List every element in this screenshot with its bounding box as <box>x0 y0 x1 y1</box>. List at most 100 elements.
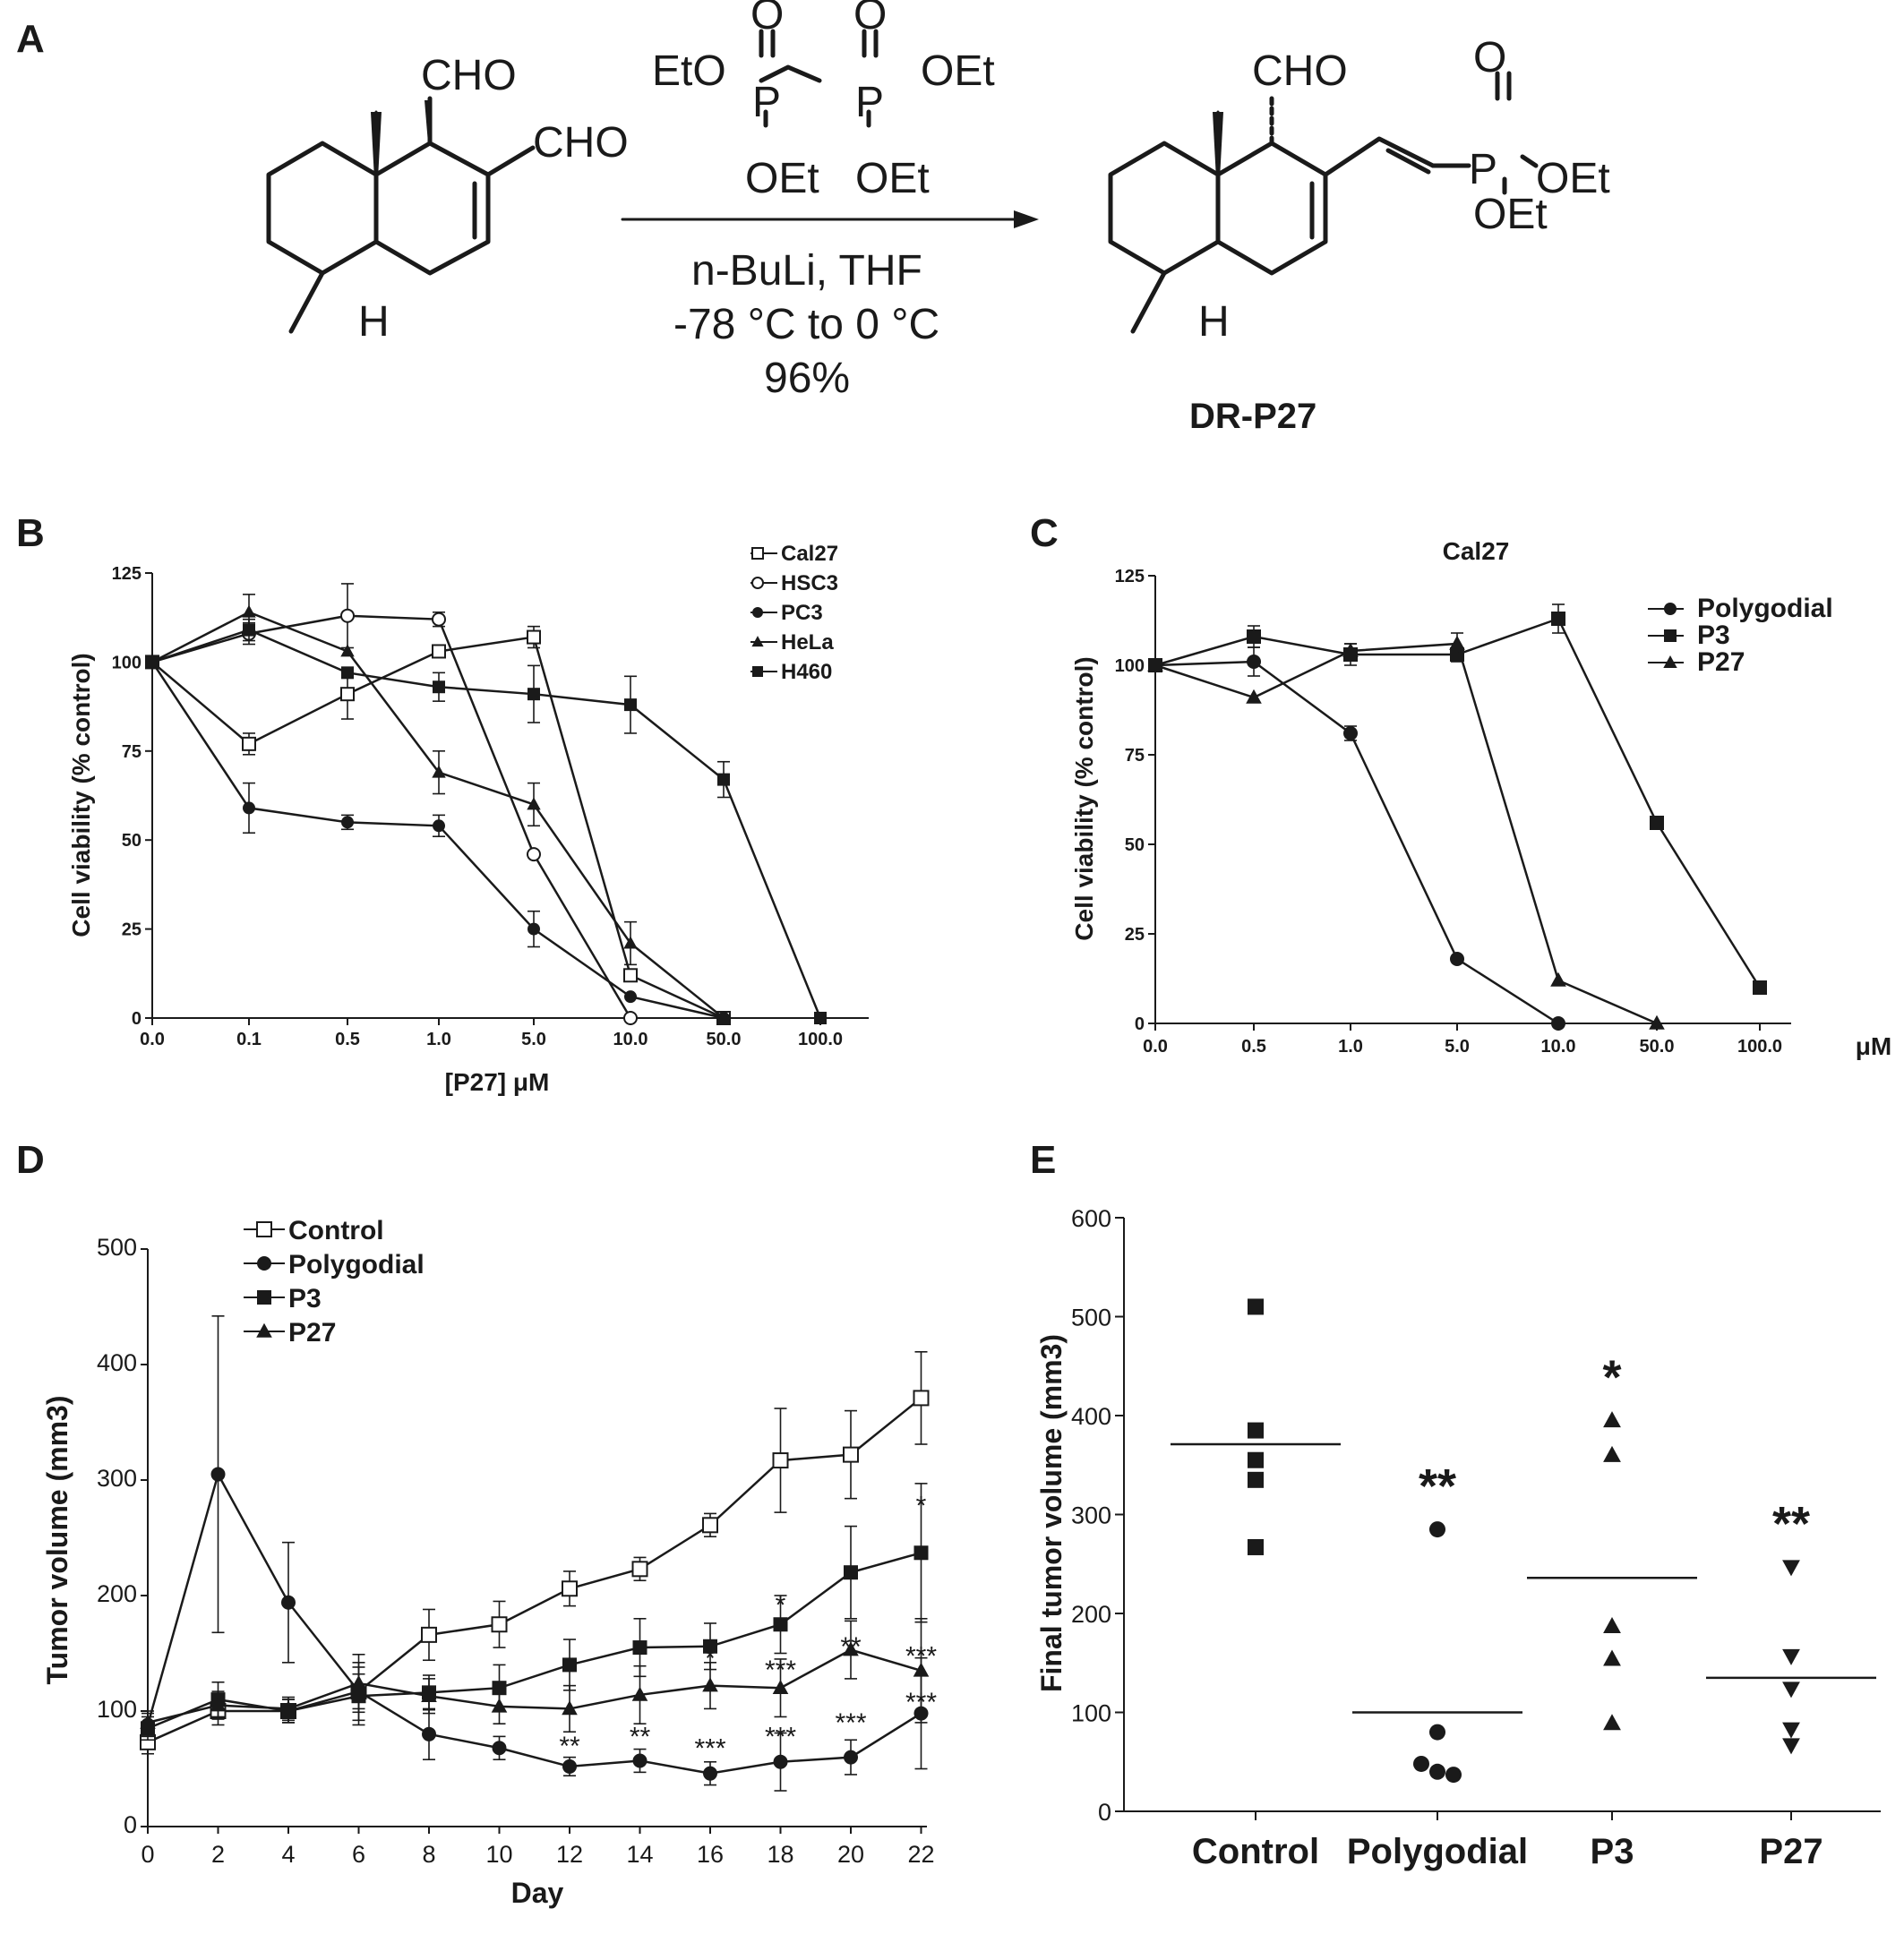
panel-label-b: B <box>16 511 45 555</box>
data-point-p3 <box>1603 1445 1621 1462</box>
data-point-control <box>772 1452 789 1469</box>
data-point-p3 <box>562 1657 577 1673</box>
data-point-cal27 <box>340 687 355 702</box>
y-tick-label: 300 <box>1071 1502 1111 1529</box>
series-p3 <box>141 1483 929 1741</box>
series-line-pc3 <box>150 661 725 1020</box>
series-hsc3 <box>145 583 638 1025</box>
y-tick-label: 400 <box>97 1349 137 1376</box>
x-tick-label: 10.0 <box>1541 1037 1576 1057</box>
x-tick-label: 8 <box>422 1841 435 1868</box>
reagent-o-right: O <box>853 0 887 39</box>
data-point-hela <box>242 604 256 618</box>
data-point-p3 <box>1551 612 1565 626</box>
data-point-hsc3 <box>623 1011 638 1025</box>
data-point-control <box>491 1616 508 1633</box>
chart-e: 0 100 200 300 400 500 600 Control Polygodial P3 P2… <box>1035 1205 1881 1871</box>
significance-marker-p3: * <box>1602 1351 1621 1405</box>
product-p: P <box>1469 146 1497 193</box>
legend-label-polygodial: Polygodial <box>288 1250 425 1279</box>
data-point-control <box>913 1390 930 1407</box>
data-point-p3 <box>632 1640 648 1656</box>
data-point-control <box>562 1580 578 1597</box>
y-tick-label: 200 <box>97 1580 137 1607</box>
x-axis-label: μM <box>1856 1032 1891 1060</box>
legend-label-p3: P3 <box>1697 620 1730 650</box>
y-axis-label: Cell viability (% control) <box>1070 656 1098 940</box>
data-point-cal27 <box>527 629 541 645</box>
product-oet-1: OEt <box>1536 155 1610 202</box>
reagent-oet-right: OEt <box>921 47 995 95</box>
y-tick-label: 75 <box>1125 746 1145 766</box>
y-tick-label: 0 <box>132 1009 142 1029</box>
reactant-h: H <box>358 298 390 346</box>
data-point-p27 <box>1782 1738 1800 1755</box>
data-point-hsc3 <box>432 612 446 627</box>
data-point-control <box>1248 1451 1264 1468</box>
data-point-h460 <box>717 773 730 786</box>
series-line-hsc3 <box>151 614 632 1019</box>
data-point-p27 <box>1246 689 1262 704</box>
significance-marker-p27: ** <box>1772 1497 1810 1551</box>
significance-marker: ** <box>559 1732 580 1761</box>
series-h460 <box>146 618 827 1024</box>
y-tick-label: 200 <box>1071 1601 1111 1628</box>
product-structure <box>1108 71 1539 334</box>
data-point-polygodial <box>1445 1767 1462 1784</box>
data-point-h460 <box>527 688 540 701</box>
group-control <box>1171 1298 1341 1555</box>
y-tick-label: 500 <box>97 1234 137 1261</box>
data-point-control <box>421 1626 437 1643</box>
data-point-p27 <box>140 1714 156 1729</box>
series-line-polygodial <box>146 1471 922 1775</box>
chart-c: 0 25 50 75 100 125 0.0 0.5 1.0 5.0 10.0 50.0 100.0 Ca… <box>1070 537 1891 1060</box>
legend-marker-p27 <box>256 1322 272 1338</box>
data-point-hsc3 <box>527 847 541 862</box>
x-tick-label: 1.0 <box>1338 1037 1363 1057</box>
reagent-oet-bottom-left: OEt <box>745 155 819 202</box>
chart-b: 0 25 50 75 100 125 0.0 0.1 0.5 1.0 5.0 10.0 50.0 100.… <box>67 542 869 1096</box>
x-tick-label: 2 <box>211 1841 225 1868</box>
y-tick-label: 75 <box>122 742 142 762</box>
series-line-h460 <box>151 629 822 1019</box>
significance-marker: * <box>705 1644 716 1673</box>
x-tick-label: 0.0 <box>1143 1037 1168 1057</box>
legend-marker-cal27 <box>751 547 764 560</box>
data-point-p3 <box>1603 1714 1621 1731</box>
chart-d: 0 100 200 300 400 500 0 2 4 6 8 10 12 14 16 18 20 22 Day Tu… <box>41 1216 937 1909</box>
significance-marker-polygodial: ** <box>1419 1459 1456 1513</box>
data-point-p27 <box>562 1700 578 1716</box>
legend-label-h460: H460 <box>781 660 832 684</box>
series-p27 <box>1147 632 1665 1030</box>
series-p27 <box>140 1618 930 1735</box>
data-point-pc3 <box>243 801 255 815</box>
reagent-o-left: O <box>750 0 784 39</box>
data-point-polygodial <box>632 1753 648 1768</box>
data-point-cal27 <box>242 736 256 751</box>
x-tick-label: Polygodial <box>1347 1832 1528 1871</box>
legend-label-p3: P3 <box>288 1284 322 1314</box>
data-point-cal27 <box>623 968 638 983</box>
significance-marker: *** <box>905 1688 937 1717</box>
reagent-oet-bottom-right: OEt <box>855 155 930 202</box>
series-line-p3 <box>147 1552 922 1730</box>
x-tick-label: 4 <box>281 1841 295 1868</box>
data-point-polygodial <box>1450 952 1464 966</box>
legend-label-polygodial: Polygodial <box>1697 594 1833 623</box>
y-tick-label: 500 <box>1071 1305 1111 1331</box>
reaction-labels: CHO CHO H EtO OEt OEt OEt P P O O n-BuLi… <box>358 0 1610 436</box>
data-point-p27 <box>1449 635 1465 650</box>
x-tick-label: 12 <box>556 1841 583 1868</box>
data-point-polygodial <box>1429 1521 1445 1538</box>
data-point-control <box>843 1446 859 1463</box>
reactant-cho-top: CHO <box>421 52 517 99</box>
significance-marker: * <box>776 1591 786 1621</box>
x-tick-label: Control <box>1192 1832 1319 1871</box>
data-point-polygodial <box>703 1766 717 1781</box>
product-oet-2: OEt <box>1473 191 1548 238</box>
x-tick-label: 1.0 <box>426 1030 451 1049</box>
legend-marker-polygodial <box>1664 603 1677 615</box>
reagent-p-right: P <box>855 79 884 126</box>
data-point-p3 <box>1753 980 1767 995</box>
